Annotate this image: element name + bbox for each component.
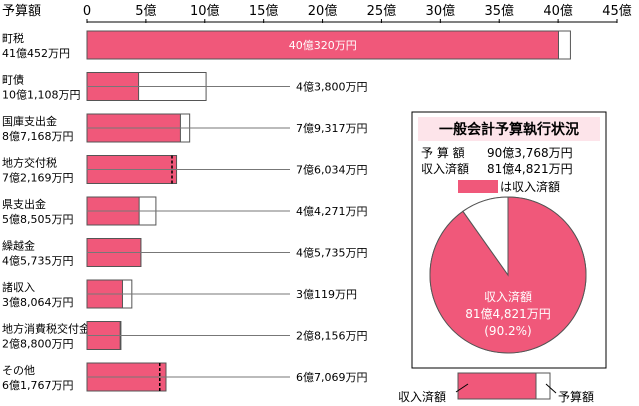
summary-panel: 一般会計予算執行状況 予 算 額 90億3,768万円 収入済額 81億4,82…: [411, 111, 607, 369]
budget-amount-label: 41億452万円: [2, 47, 70, 60]
category-label: 繰越金: [2, 239, 35, 253]
received-amount-label: 4億3,800万円: [296, 81, 368, 94]
summary-title-band: [418, 117, 600, 141]
pie-slice-name: 収入済額: [484, 289, 532, 304]
received-amount-label: 2億8,156万円: [296, 330, 368, 343]
bar-row: その他 6億1,767万円 6億7,069万円: [2, 362, 368, 392]
received-amount-label: 7億6,034万円: [296, 164, 368, 177]
tick-label: 20億: [308, 3, 338, 19]
bar-key-budget: [535, 372, 551, 400]
budget-amount-label: 2億8,800万円: [2, 338, 74, 351]
tick-label: 45億: [602, 3, 632, 19]
received-amount-label: 40億320万円: [289, 39, 357, 52]
axis-header: 予算額: [2, 4, 41, 19]
bar-key-received-label: 収入済額: [398, 389, 446, 404]
category-label: 地方消費税交付金: [2, 322, 90, 336]
pie-chart: [429, 196, 587, 354]
x-axis: 予算額 0 5億 10億 15億 20億 25億 30億 35億 40億 45億: [2, 3, 632, 23]
legend-label: は収入済額: [500, 179, 560, 194]
tick-label: 40億: [543, 3, 573, 19]
bar-key-received: [457, 372, 537, 400]
pie-slice-amount: 81億4,821万円: [465, 307, 551, 321]
summary-received-value: 81億4,821万円: [487, 162, 573, 176]
summary-budget-value: 90億3,768万円: [487, 146, 573, 160]
bar-key-budget-label: 予算額: [558, 389, 594, 404]
received-amount-label: 4億4,271万円: [296, 205, 368, 218]
bar-key: 収入済額 予算額: [398, 372, 594, 404]
tick-label: 15億: [249, 3, 279, 19]
category-label: 国庫支出金: [2, 114, 57, 128]
bar-row: 町税 41億452万円 40億320万円: [2, 30, 571, 60]
budget-amount-label: 4億5,735万円: [2, 255, 74, 268]
bar-row: 町債 10億1,108万円 4億3,800万円: [2, 72, 368, 102]
budget-amount-label: 8億7,168万円: [2, 130, 74, 143]
budget-amount-label: 3億8,064万円: [2, 296, 74, 309]
summary-budget-label: 予 算 額: [421, 145, 465, 160]
tick-label: 25億: [367, 3, 397, 19]
bar-key-budget-pointer: [545, 383, 557, 394]
bar-row: 地方消費税交付金 2億8,800万円 2億8,156万円: [2, 321, 368, 351]
tick-label: 10億: [190, 3, 220, 19]
tick-label: 0: [83, 4, 91, 19]
budget-amount-label: 10億1,108万円: [2, 89, 81, 102]
summary-title: 一般会計予算執行状況: [439, 121, 579, 138]
tick-label: 35億: [484, 3, 514, 19]
category-label: 県支出金: [2, 197, 46, 211]
category-label: 町税: [2, 31, 24, 45]
received-bar: [86, 30, 559, 60]
bar-row: 地方交付税 7億2,169万円 7億6,034万円: [2, 155, 368, 185]
tick-label: 30億: [426, 3, 456, 19]
category-label: 諸収入: [2, 280, 35, 294]
pie-slice-percent: (90.2%): [484, 324, 531, 338]
category-label: 地方交付税: [2, 156, 57, 170]
summary-received-label: 収入済額: [421, 161, 469, 176]
category-label: その他: [2, 364, 35, 377]
bar-row: 県支出金 5億8,505万円 4億4,271万円: [2, 196, 368, 226]
budget-amount-label: 6億1,767万円: [2, 379, 74, 392]
received-amount-label: 6億7,069万円: [296, 371, 368, 384]
received-amount-label: 7億9,317万円: [296, 122, 368, 135]
category-label: 町債: [2, 73, 24, 87]
legend-swatch: [458, 180, 498, 193]
budget-amount-label: 5億8,505万円: [2, 213, 74, 226]
budget-amount-label: 7億2,169万円: [2, 172, 74, 185]
tick-label: 5億: [135, 3, 156, 19]
received-amount-label: 4億5,735万円: [296, 247, 368, 260]
pie-slice: [462, 196, 509, 277]
bar-row: 諸収入 3億8,064万円 3億119万円: [2, 279, 357, 309]
bar-row: 国庫支出金 8億7,168万円 7億9,317万円: [2, 113, 368, 143]
bar-key-received-pointer: [455, 383, 469, 393]
bar-row: 繰越金 4億5,735万円 4億5,735万円: [2, 238, 368, 268]
received-amount-label: 3億119万円: [296, 288, 357, 301]
